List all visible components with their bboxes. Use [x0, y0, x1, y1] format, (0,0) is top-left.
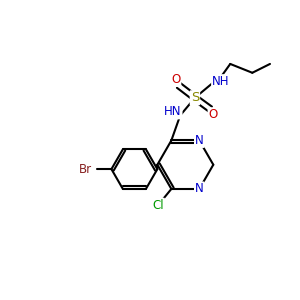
Text: O: O	[208, 108, 218, 122]
Text: O: O	[171, 73, 180, 86]
Text: Cl: Cl	[152, 199, 164, 212]
Text: HN: HN	[164, 105, 182, 119]
Text: Br: Br	[79, 163, 92, 176]
Text: S: S	[191, 91, 199, 104]
Text: NH: NH	[212, 75, 230, 88]
Text: N: N	[195, 134, 204, 147]
Text: N: N	[195, 182, 204, 195]
